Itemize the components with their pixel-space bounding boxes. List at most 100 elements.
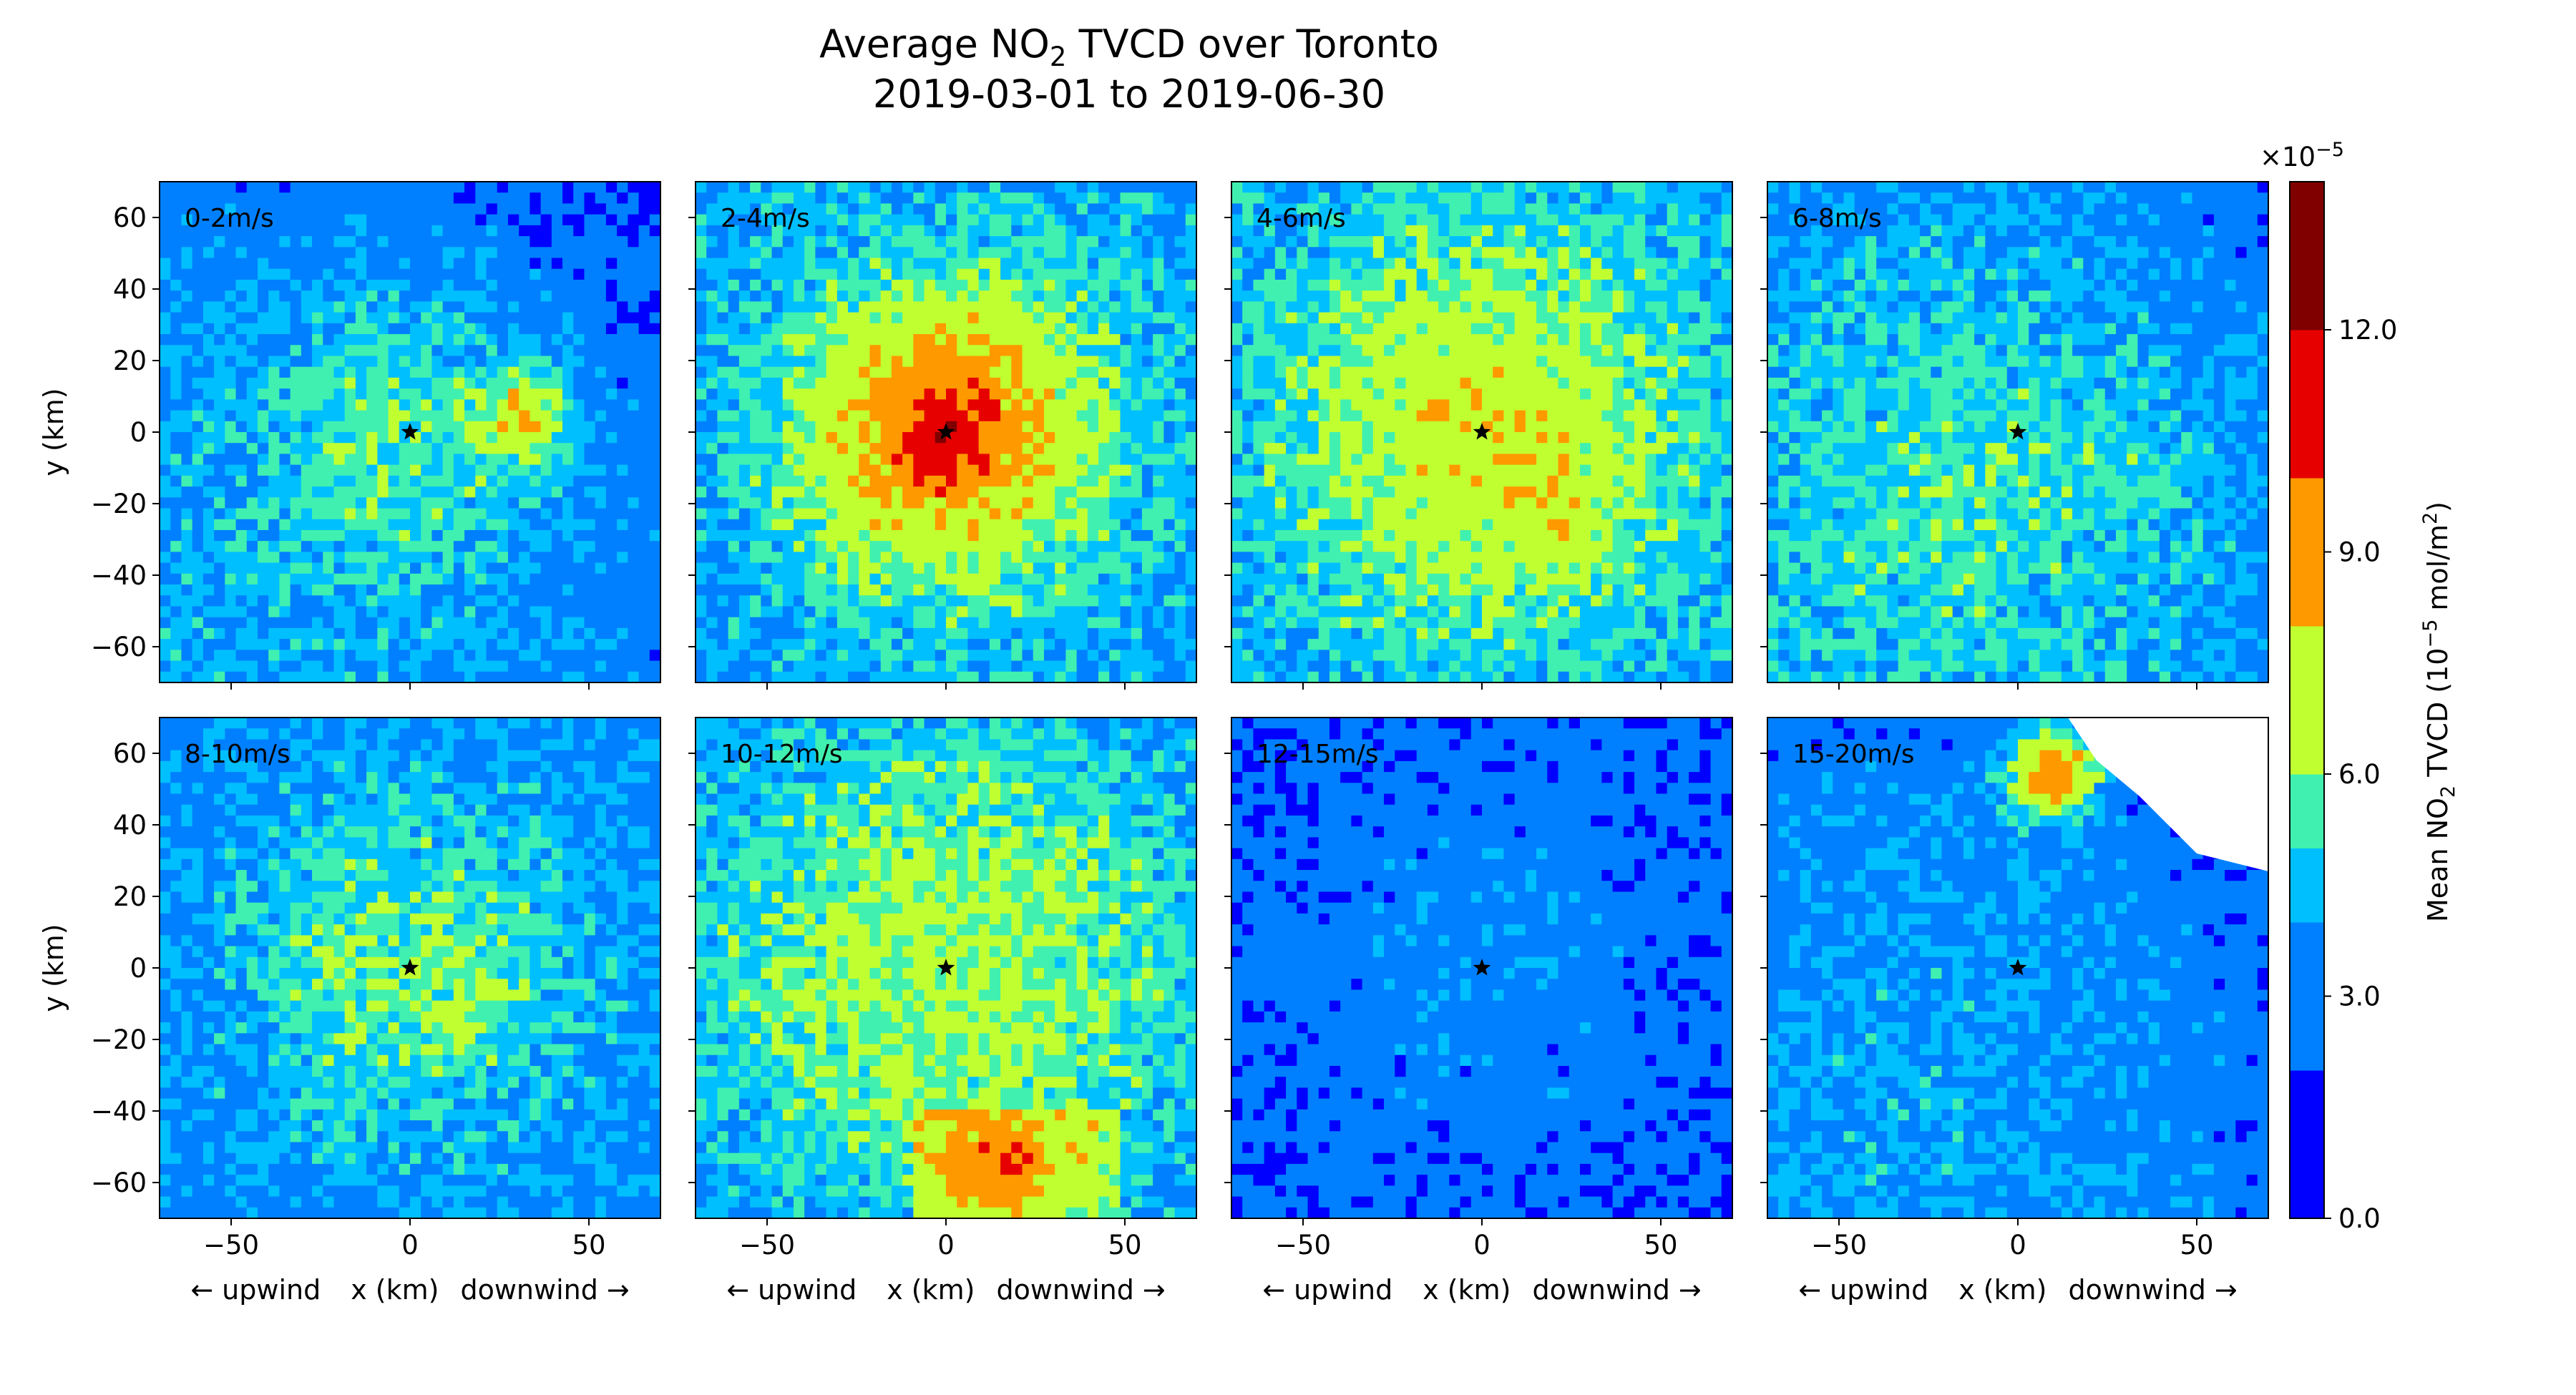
field-cell [475,432,487,444]
field-cell [344,486,356,498]
field-cell [584,323,596,335]
field-cell [1395,247,1407,259]
field-cell [181,290,193,302]
field-cell [1329,650,1341,662]
field-cell [1000,377,1012,389]
field-cell [475,258,487,270]
field-cell [935,443,947,455]
field-cell [771,671,784,682]
field-cell [1253,443,1265,455]
field-cell [410,562,421,574]
field-cell [1372,192,1385,205]
field-cell [246,464,258,476]
field-cell [880,573,892,585]
field-cell [1340,203,1352,215]
field-cell [902,519,914,531]
field-cell [1297,475,1309,487]
field-cell [1098,573,1110,585]
field-cell [584,529,596,542]
field-cell [1033,464,1045,476]
field-cell [771,584,784,596]
field-cell [706,214,718,226]
field-cell [1329,334,1341,346]
field-cell [366,486,378,498]
field-cell [1286,529,1297,542]
field-cell [761,660,773,672]
field-cell [836,508,849,520]
field-cell [1098,421,1110,433]
field-cell [1011,541,1023,552]
field-cell [924,454,936,466]
field-cell [170,399,182,411]
field-cell [1022,268,1034,280]
field-cell [1000,508,1012,520]
field-cell [706,650,718,662]
field-cell [935,671,947,682]
field-cell [891,421,903,433]
field-cell [399,356,411,368]
field-cell [1055,290,1066,302]
field-cell [1395,182,1407,193]
field-cell [160,584,171,596]
field-cell [497,486,509,498]
field-cell [1033,606,1045,618]
field-cell [1076,214,1088,226]
field-cell [717,399,729,411]
field-cell [540,606,552,618]
field-cell [573,366,585,378]
field-cell [399,497,411,509]
field-cell [826,606,838,618]
field-cell [1307,552,1319,564]
field-cell [453,627,465,640]
field-cell [192,475,204,487]
field-cell [584,203,596,215]
field-cell [848,562,859,574]
field-cell [869,182,882,193]
field-cell [1340,225,1352,237]
field-cell [595,356,607,368]
field-cell [1022,258,1034,270]
field-cell [355,639,367,650]
field-cell [1109,410,1121,422]
field-cell [507,562,519,574]
field-cell [1141,464,1153,476]
field-cell [848,236,859,248]
field-cell [1329,497,1341,509]
field-cell [804,421,816,433]
field-cell [1055,268,1066,280]
field-cell [957,236,969,248]
field-cell [519,443,530,455]
field-cell [551,627,563,640]
field-cell [1372,508,1385,520]
field-cell [246,247,258,259]
field-cell [826,639,838,650]
field-cell [1163,486,1176,498]
field-cell [410,497,421,509]
field-cell [1022,345,1034,357]
field-cell [181,627,193,640]
field-cell [869,595,882,607]
field-cell [1297,345,1309,357]
field-cell [464,497,476,509]
field-cell [388,650,400,662]
field-cell [804,356,816,368]
field-cell [1384,377,1395,389]
field-cell [771,214,784,226]
field-cell [192,301,204,313]
field-cell [246,192,258,205]
field-cell [957,595,969,607]
field-cell [605,399,618,411]
field-cell [551,312,563,324]
field-cell [181,279,193,291]
field-cell [989,345,1001,357]
field-cell [957,497,969,509]
field-cell [192,595,204,607]
field-cell [1109,660,1121,672]
field-cell [1185,552,1196,564]
field-cell [978,432,990,444]
field-cell [257,279,269,291]
field-cell [301,552,313,564]
field-cell [203,247,215,259]
field-cell [989,399,1001,411]
field-cell [1264,247,1276,259]
